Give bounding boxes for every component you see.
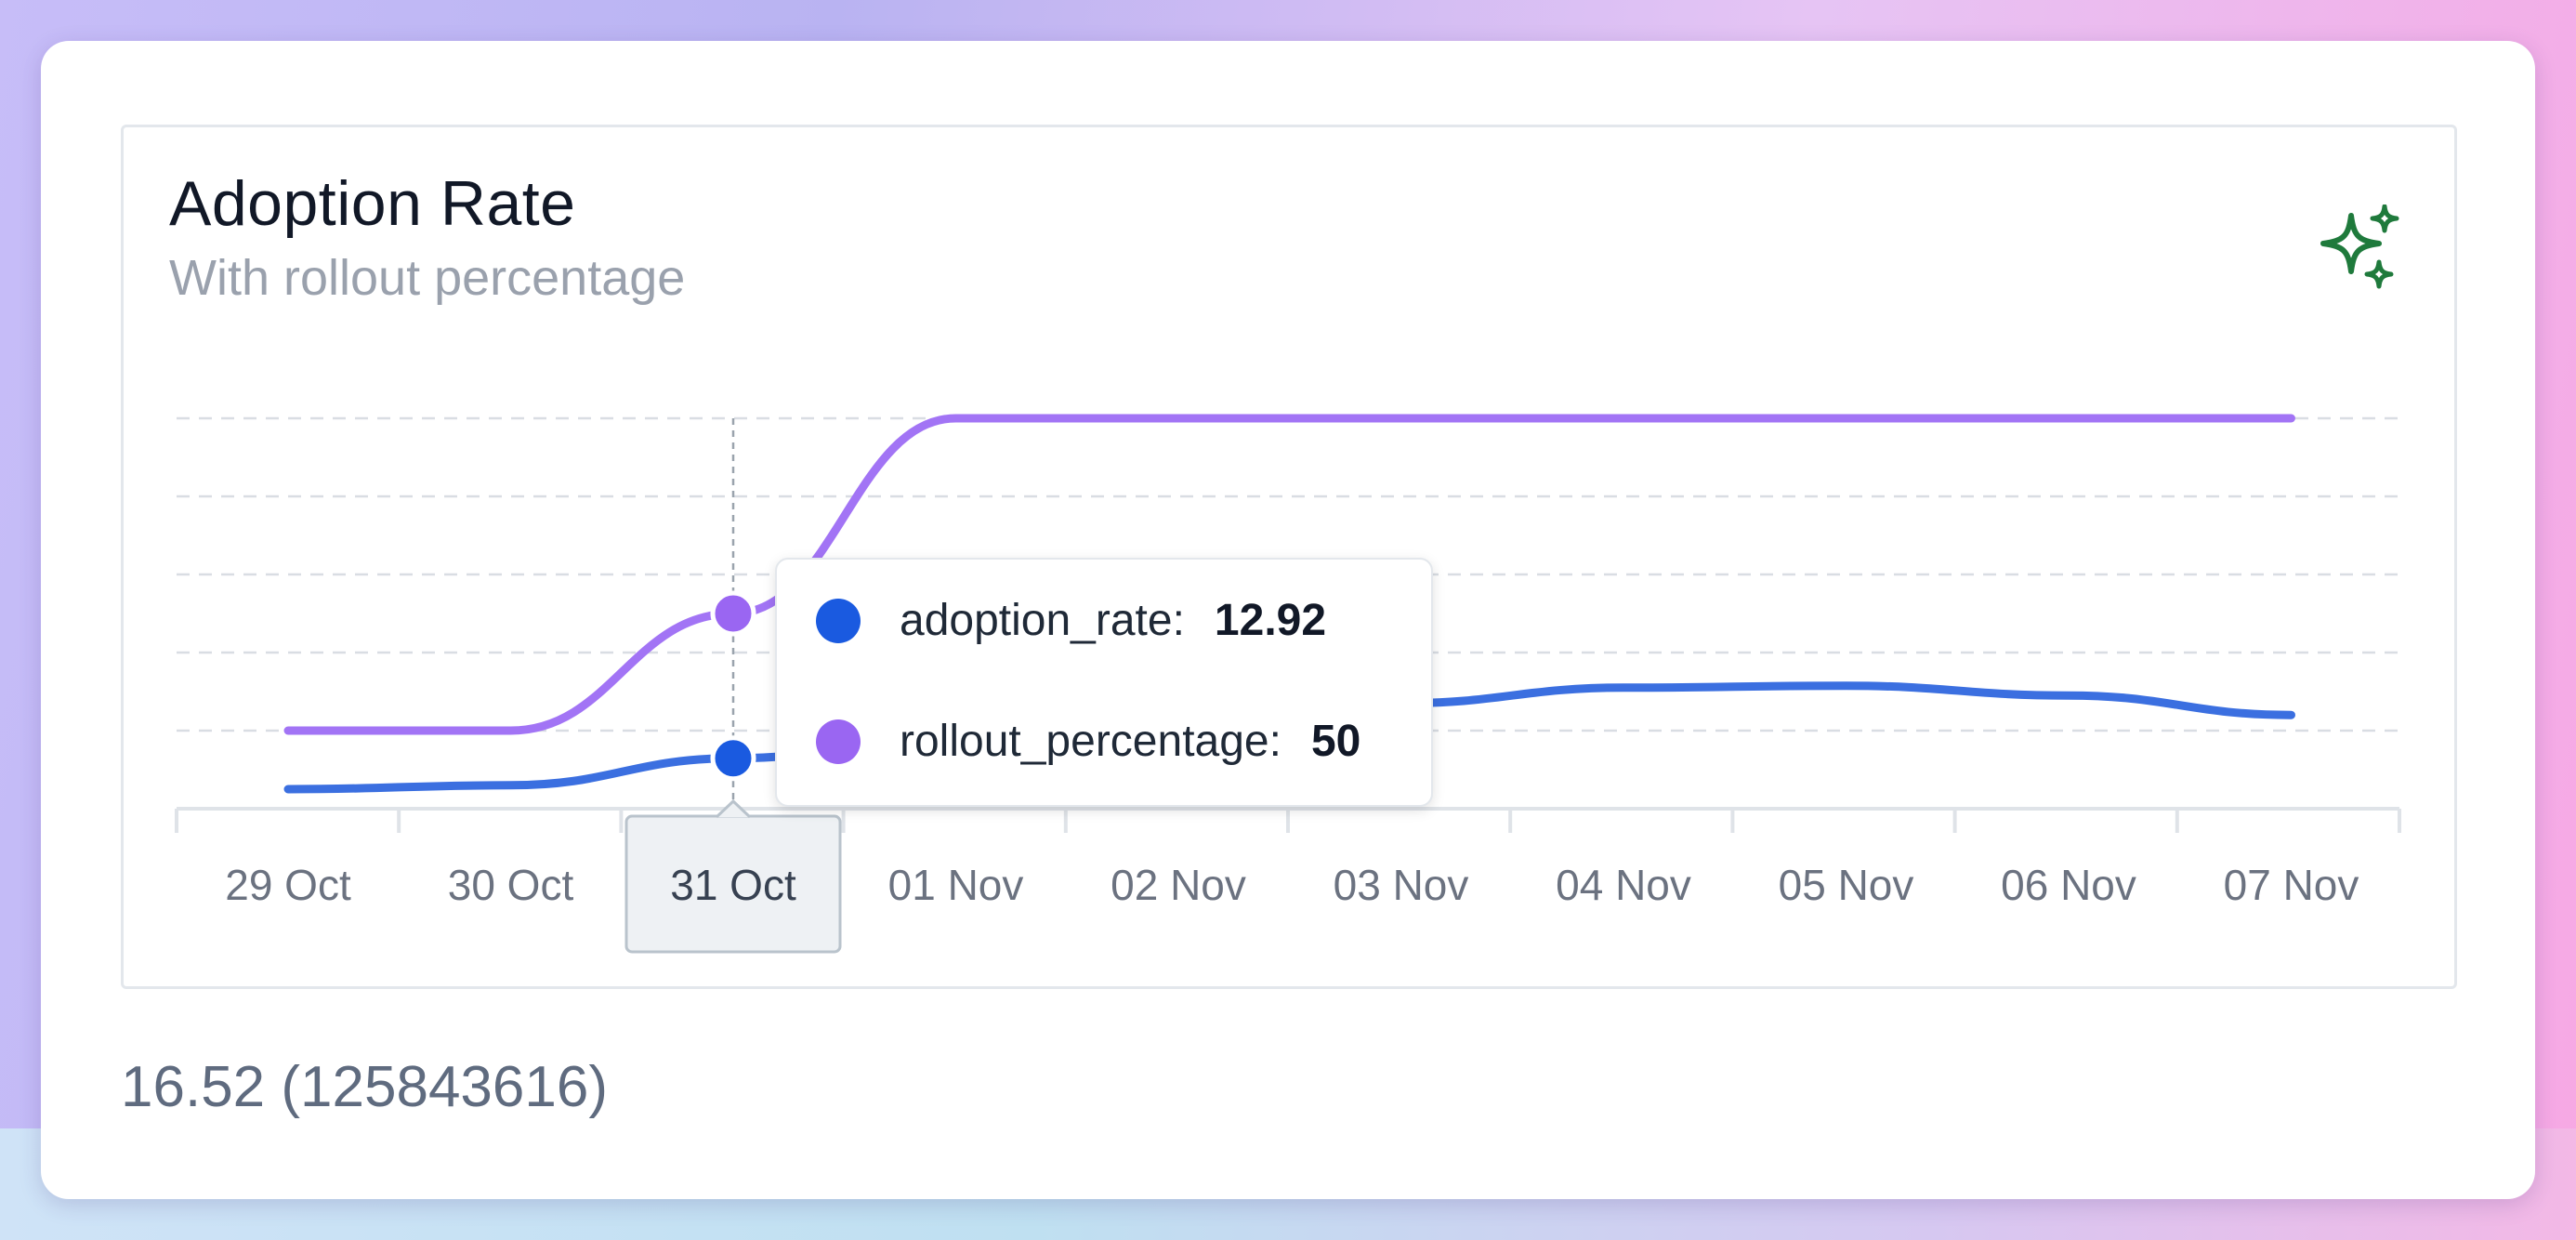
x-tick-label: 02 Nov bbox=[1111, 861, 1246, 909]
x-tick-label: 01 Nov bbox=[888, 861, 1024, 909]
x-tick-label: 07 Nov bbox=[2224, 861, 2359, 909]
x-tick-label: 29 Oct bbox=[225, 861, 351, 909]
highlighted-tick-pointer bbox=[715, 798, 752, 819]
tooltip-row-rollout-percentage: rollout_percentage: 50 bbox=[816, 716, 1360, 767]
tooltip-label: rollout_percentage: bbox=[900, 717, 1281, 766]
x-tick-label: 04 Nov bbox=[1556, 861, 1691, 909]
sparkles-icon[interactable] bbox=[2314, 204, 2407, 297]
chart-panel bbox=[121, 125, 2457, 989]
x-tick-label: 06 Nov bbox=[2001, 861, 2136, 909]
x-tick-label: 30 Oct bbox=[448, 861, 574, 909]
tooltip-label: adoption_rate: bbox=[900, 596, 1185, 645]
tooltip-row-adoption-rate: adoption_rate: 12.92 bbox=[816, 595, 1326, 646]
x-tick-label: 31 Oct bbox=[670, 861, 796, 909]
summary-value: 16.52 (125843616) bbox=[121, 1055, 609, 1119]
tooltip-value: 50 bbox=[1310, 717, 1361, 766]
adoption-rate-point bbox=[710, 735, 756, 782]
x-tick-label: 03 Nov bbox=[1334, 861, 1469, 909]
rollout-percentage-point bbox=[710, 590, 756, 637]
chart-title: Adoption Rate bbox=[169, 168, 576, 239]
rollout-percentage-line bbox=[283, 414, 2295, 735]
chart-tooltip: adoption_rate: 12.92 rollout_percentage:… bbox=[775, 558, 1433, 807]
adoption-rate-legend-dot bbox=[816, 598, 861, 643]
chart-subtitle: With rollout percentage bbox=[169, 250, 686, 306]
rollout-percentage-legend-dot bbox=[816, 719, 861, 764]
x-tick-label: 05 Nov bbox=[1779, 861, 1914, 909]
tooltip-value: 12.92 bbox=[1214, 596, 1327, 645]
